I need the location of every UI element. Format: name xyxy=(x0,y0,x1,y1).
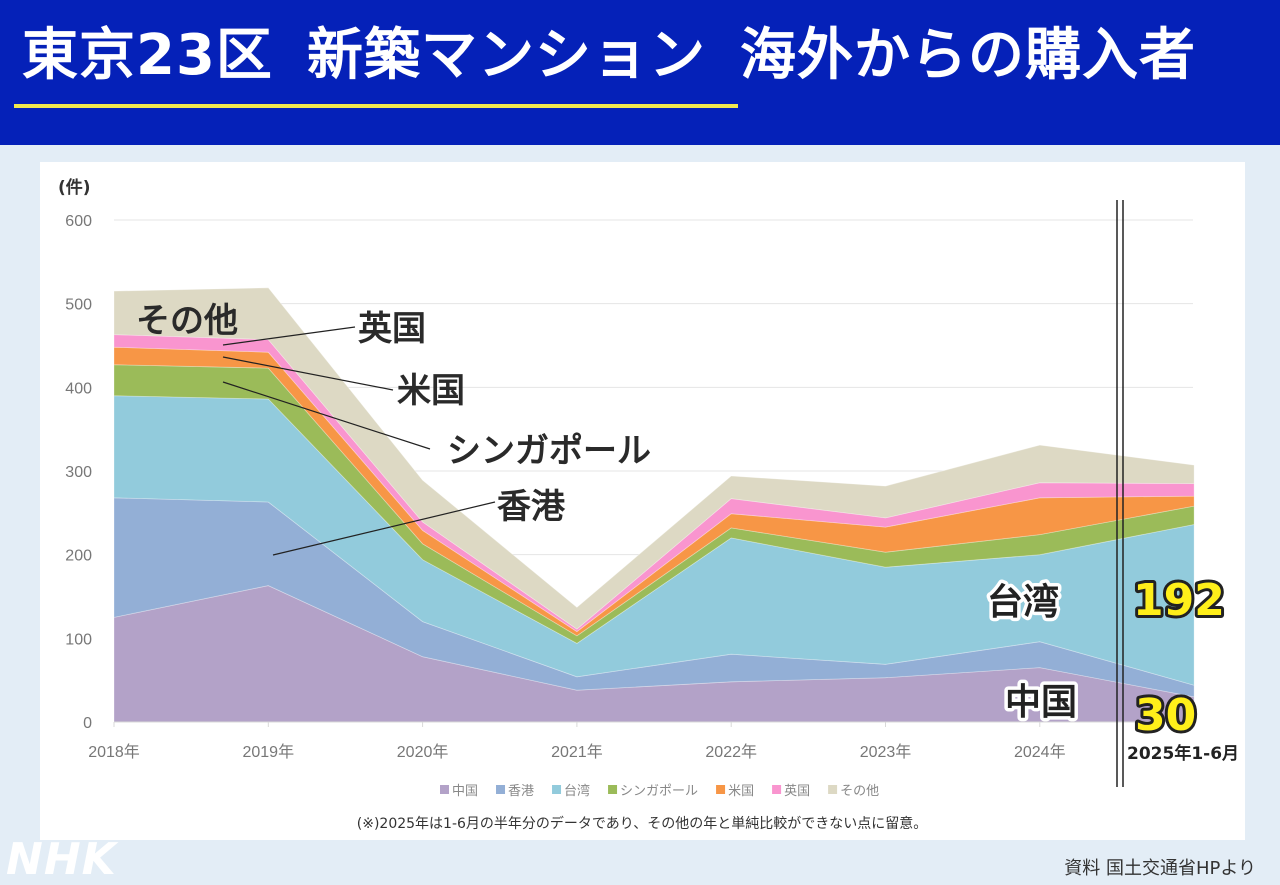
callout-leaders xyxy=(222,326,496,556)
area-台湾 xyxy=(113,395,1195,686)
callout-other: その他 xyxy=(136,301,238,341)
y-tick-label: 500 xyxy=(65,297,92,314)
chart-panel: 2018年 2019年 2020年 2021年 2022年 2023年 2024年 0 100… xyxy=(40,162,1245,840)
x-axis: 2018年 2019年 2020年 2021年 2022年 2023年 2024年 xyxy=(88,721,1195,761)
title-part-buyers: 海外からの購入者 xyxy=(739,23,1196,88)
y-tick-label: 300 xyxy=(65,464,92,481)
leader-line-hongkong xyxy=(272,501,496,556)
callout-singapore: シンガポール xyxy=(447,431,651,471)
x-tick-label: 2023年 xyxy=(860,743,912,761)
legend-swatch xyxy=(716,785,726,794)
legend-swatch xyxy=(496,785,506,794)
footnote: (※)2025年は1-6月の半年分のデータであり、その他の年と単純比較ができない… xyxy=(357,815,927,832)
legend-label: 香港 xyxy=(508,784,534,799)
leader-line-us xyxy=(222,356,394,391)
legend-label: 台湾 xyxy=(564,783,590,799)
area-series xyxy=(113,287,1195,723)
source-credit: 資料 国土交通省HPより xyxy=(1064,858,1256,879)
y-tick-label: 200 xyxy=(65,548,92,565)
area-その他 xyxy=(113,287,1195,630)
title-part-tokyo: 東京23区 xyxy=(22,23,273,88)
x-tick-label: 2020年 xyxy=(397,743,449,761)
legend-label: シンガポール xyxy=(620,784,698,799)
y-tick-label: 100 xyxy=(65,631,92,648)
callout-us: 米国 xyxy=(397,371,465,411)
value-china-2025: 30 xyxy=(1135,690,1196,741)
page-title: 東京23区 新築マンション 海外からの購入者 xyxy=(22,28,1270,84)
x-tick-label: 2018年 xyxy=(88,743,140,761)
legend-swatch xyxy=(608,785,618,794)
x-tick-label: 2024年 xyxy=(1014,743,1066,761)
area-米国 xyxy=(113,346,1195,637)
legend: 中国 香港 台湾 シンガポール 米国 英国 その他 xyxy=(440,783,879,799)
callout-hongkong: 香港 xyxy=(497,487,566,527)
y-axis-unit: (件) xyxy=(58,177,91,198)
legend-swatch xyxy=(828,785,838,794)
legend-swatch xyxy=(440,785,449,794)
area-香港 xyxy=(113,497,1195,698)
legend-swatch xyxy=(552,785,562,794)
legend-label: 中国 xyxy=(452,784,478,799)
x-label-2025: 2025年1-6月 xyxy=(1127,743,1239,764)
x-tick-label: 2022年 xyxy=(705,743,757,761)
nhk-logo: NHK xyxy=(6,834,117,885)
callout-uk: 英国 xyxy=(358,309,426,349)
x-tick-label: 2021年 xyxy=(551,743,603,761)
y-tick-label: 600 xyxy=(65,213,92,230)
legend-label: その他 xyxy=(840,784,879,799)
y-axis: 0 100 200 300 400 500 600 xyxy=(65,213,92,732)
label-china: 中国 xyxy=(1005,682,1077,723)
legend-swatch xyxy=(772,785,782,794)
y-tick-label: 400 xyxy=(65,380,92,397)
label-taiwan: 台湾 xyxy=(987,581,1059,623)
header-banner: 東京23区 新築マンション 海外からの購入者 xyxy=(0,0,1280,145)
y-tick-label: 0 xyxy=(83,715,92,732)
legend-label: 米国 xyxy=(728,784,754,799)
leader-line-singapore xyxy=(222,381,431,450)
area-シンガポール xyxy=(113,364,1195,644)
title-underline xyxy=(14,104,738,108)
value-taiwan-2025: 192 xyxy=(1133,575,1225,626)
stacked-area-chart: 2018年 2019年 2020年 2021年 2022年 2023年 2024年 0 100… xyxy=(58,177,1239,832)
legend-label: 英国 xyxy=(784,784,810,799)
x-tick-label: 2019年 xyxy=(242,743,294,761)
leader-line-uk xyxy=(222,326,356,346)
title-part-mansion: 新築マンション xyxy=(306,23,706,88)
